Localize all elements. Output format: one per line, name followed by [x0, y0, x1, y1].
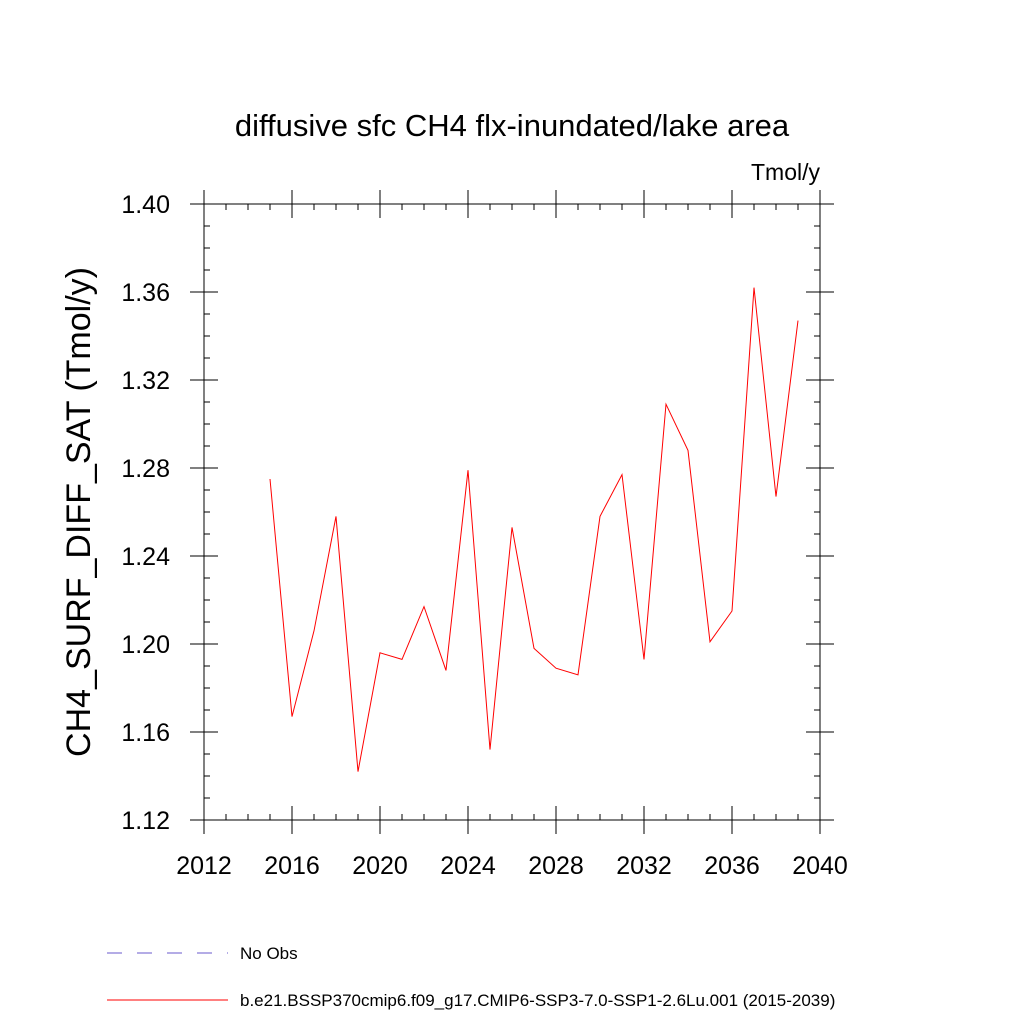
y-tick-label: 1.40	[121, 191, 170, 219]
units-label: Tmol/y	[751, 159, 821, 185]
y-tick-label: 1.24	[121, 543, 170, 571]
x-tick-label: 2020	[352, 852, 408, 880]
y-tick-label: 1.32	[121, 367, 170, 395]
legend-label-no-obs: No Obs	[240, 944, 298, 963]
y-tick-label: 1.12	[121, 807, 170, 835]
x-tick-label: 2036	[704, 852, 760, 880]
x-tick-labels: 2012 2016 2020 2024 2028 2032 2036 2040	[176, 852, 848, 880]
y-tick-label: 1.36	[121, 279, 170, 307]
y-tick-label: 1.20	[121, 631, 170, 659]
plot-frame	[203, 203, 821, 821]
legend: No Obs b.e21.BSSP370cmip6.f09_g17.CMIP6-…	[107, 944, 835, 1010]
x-tick-label: 2016	[264, 852, 320, 880]
y-axis-label: CH4_SURF_DIFF_SAT (Tmol/y)	[60, 267, 98, 757]
y-tick-label: 1.16	[121, 719, 170, 747]
x-tick-label: 2028	[528, 852, 584, 880]
series-layer	[269, 287, 799, 772]
x-tick-label: 2040	[792, 852, 848, 880]
y-tick-label: 1.28	[121, 455, 170, 483]
legend-label-series: b.e21.BSSP370cmip6.f09_g17.CMIP6-SSP3-7.…	[240, 991, 835, 1010]
chart-title: diffusive sfc CH4 flx-inundated/lake are…	[235, 108, 790, 143]
y-tick-labels: 1.12 1.16 1.20 1.24 1.28 1.32 1.36 1.40	[121, 191, 170, 835]
axis-ticks	[190, 190, 834, 834]
series-line	[269, 287, 799, 772]
x-tick-label: 2012	[176, 852, 232, 880]
x-tick-label: 2024	[440, 852, 496, 880]
x-tick-label: 2032	[616, 852, 672, 880]
